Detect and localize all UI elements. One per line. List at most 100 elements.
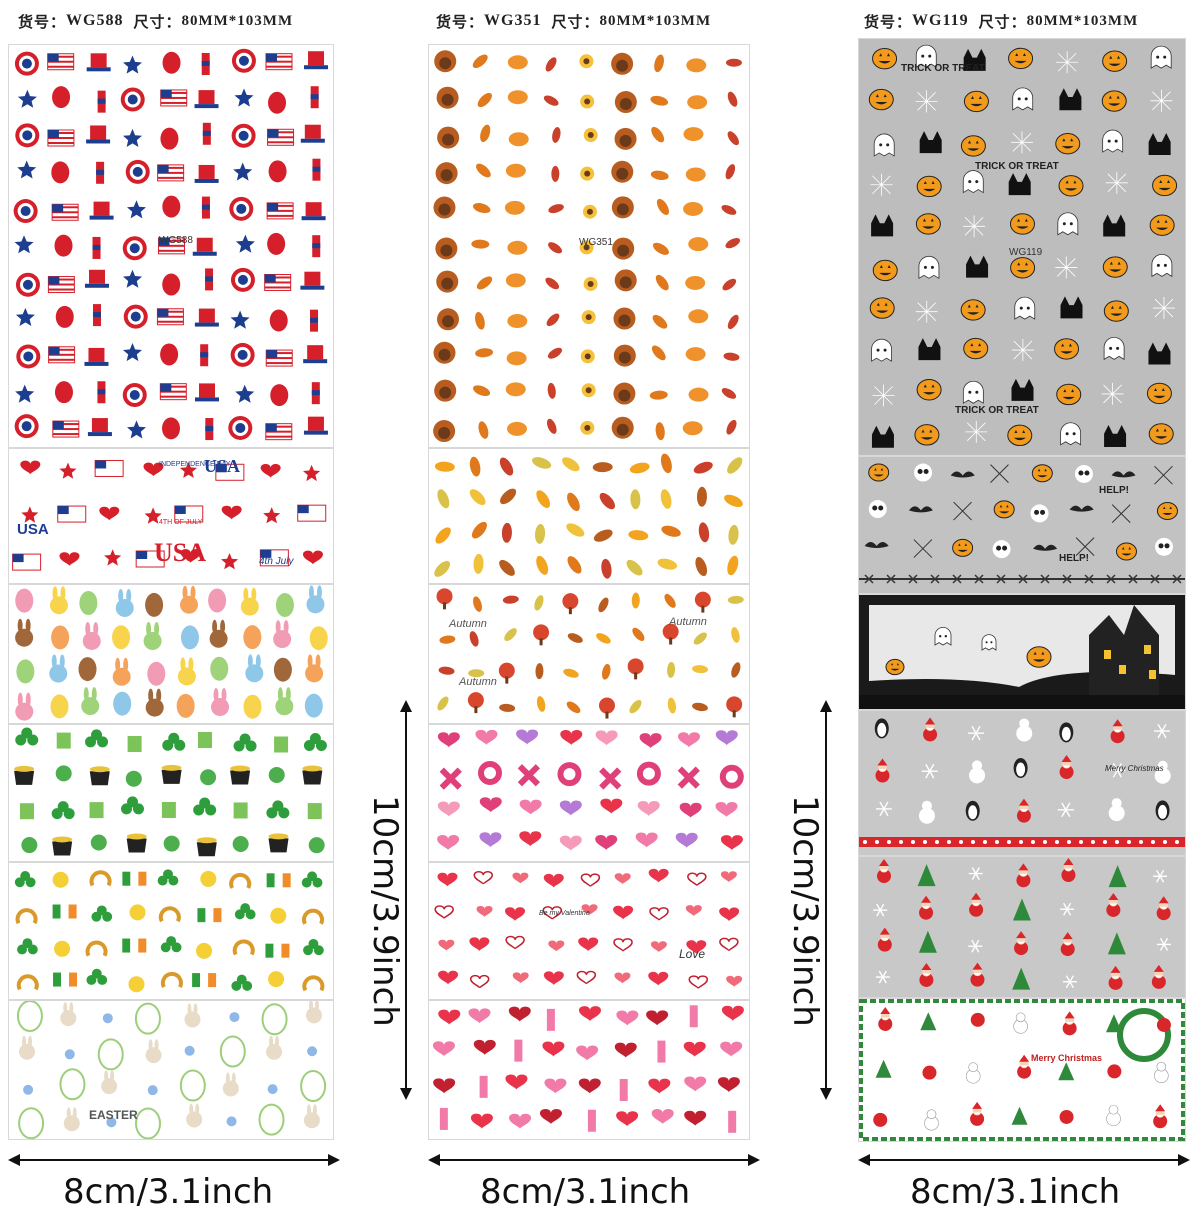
ghost-sticker: [1014, 296, 1036, 320]
letter-sticker: [587, 1109, 596, 1132]
halloween-icons: HELP! HELP!: [859, 463, 1185, 584]
santa-body: [1156, 906, 1171, 921]
heart-sticker: [679, 802, 702, 818]
heart-sticker: [438, 939, 455, 951]
star-sticker: [14, 235, 34, 254]
pot-sticker: [196, 842, 217, 857]
leaf-sticker: [651, 126, 665, 143]
star-sticker: [179, 461, 197, 478]
leaf-sticker: [628, 530, 649, 541]
hat-sticker: [91, 418, 108, 433]
pumpkin-sticker: [505, 163, 526, 178]
patriotic-stickers: [13, 48, 329, 441]
shamrock-leaf: [14, 877, 25, 888]
trick-or-treat-3: TRICK OR TREAT: [955, 405, 1039, 416]
pumpkin-sticker: [963, 90, 989, 113]
heart-sticker: [648, 1078, 671, 1094]
bunny-ear: [22, 1035, 27, 1048]
width-label: 8cm/3.1inch: [480, 1172, 691, 1212]
coin-sticker: [129, 904, 146, 921]
hat-brim: [194, 322, 219, 327]
web-sticker: [1011, 339, 1034, 362]
pumpkin-eye: [931, 181, 935, 185]
product-code: WG119: [912, 12, 969, 29]
height-arrow-2: [820, 700, 832, 1100]
irish-flag: [274, 873, 283, 888]
pumpkin-eye: [1062, 138, 1066, 142]
leaf-sticker: [692, 702, 708, 712]
mug-sticker: [161, 799, 176, 818]
balloon-sticker: [160, 343, 179, 366]
web-sticker: [1010, 131, 1033, 154]
ghost-eye: [1107, 139, 1111, 143]
flower-sticker: [267, 1084, 278, 1095]
heart-sticker: [543, 873, 564, 888]
tree-crown: [436, 588, 453, 605]
ghost-eye: [1017, 97, 1021, 101]
firework-band: [200, 352, 209, 358]
web-sticker: [1105, 171, 1128, 194]
barb: [1106, 574, 1116, 584]
pumpkin-eye: [978, 343, 982, 347]
skull-eye: [1002, 545, 1008, 551]
sunflower-center: [585, 387, 592, 394]
leaf-sticker: [626, 559, 643, 576]
pumpkin-eye: [1006, 504, 1009, 508]
pot-gold: [52, 836, 73, 843]
wreath-sticker: [1117, 1008, 1171, 1062]
hat-sticker: [307, 416, 324, 431]
pumpkin-sticker: [1102, 50, 1128, 72]
mug-foam: [274, 732, 289, 737]
leaf-sticker: [437, 489, 450, 509]
santa-hat: [921, 962, 932, 970]
santa-beard: [926, 727, 935, 731]
castle-sticker: [1011, 378, 1034, 401]
house-window: [1144, 645, 1151, 654]
star-sticker: [221, 553, 239, 570]
santa-hat: [878, 859, 889, 867]
flag-stripe: [47, 55, 74, 58]
flag-canton: [157, 308, 169, 317]
skull-sticker: [1074, 464, 1093, 483]
pumpkin-eye: [967, 140, 971, 144]
barb: [1018, 574, 1028, 584]
pumpkin-mouth: [873, 474, 884, 477]
heart-sticker: [20, 460, 41, 475]
heart-sticker: [516, 729, 539, 745]
flag-stripe: [48, 358, 75, 361]
leaf-sticker: [471, 521, 487, 539]
pumpkin-eye: [1041, 651, 1045, 655]
column-wg119: 货号： WG119 尺寸： 80MM*103MM TRICK OR TREAT …: [858, 0, 1190, 1212]
flag-stripe: [52, 216, 79, 219]
leaf-sticker: [650, 95, 669, 106]
heart-sticker: [720, 871, 737, 883]
flag-canton: [264, 274, 276, 283]
flag-canton: [297, 505, 309, 514]
heart-sticker: [559, 800, 582, 816]
pumpkin-mouth: [876, 310, 889, 313]
leaf-sticker: [434, 560, 451, 577]
height-label-2: 10cm/3.9inch: [785, 795, 825, 1027]
heart-sticker: [649, 907, 669, 921]
tree-crown: [694, 591, 711, 608]
flag-stripe: [267, 204, 294, 207]
shamrock-leaf: [160, 942, 171, 953]
irish-flag: [122, 871, 131, 886]
bunny-ear: [277, 687, 283, 702]
tree-crown: [533, 624, 550, 641]
pumpkin-eye: [896, 662, 900, 666]
autumn-stickers: Autumn Autumn Autumn: [436, 588, 744, 719]
pumpkin-sticker: [1055, 132, 1081, 155]
ghost-eye: [975, 390, 979, 394]
bunny-sticker: [49, 664, 68, 683]
castle-sticker: [966, 255, 989, 278]
bunny-ear: [189, 1103, 194, 1116]
pumpkin-sticker: [1008, 47, 1034, 70]
shield-center: [238, 130, 249, 141]
pumpkin-eye: [1065, 180, 1069, 184]
web-sticker: [1154, 465, 1173, 485]
web-sticker: [1075, 537, 1095, 557]
flower-sticker: [229, 1012, 240, 1023]
width-arrow: [8, 1154, 340, 1166]
pumpkin-eye: [1156, 219, 1160, 223]
